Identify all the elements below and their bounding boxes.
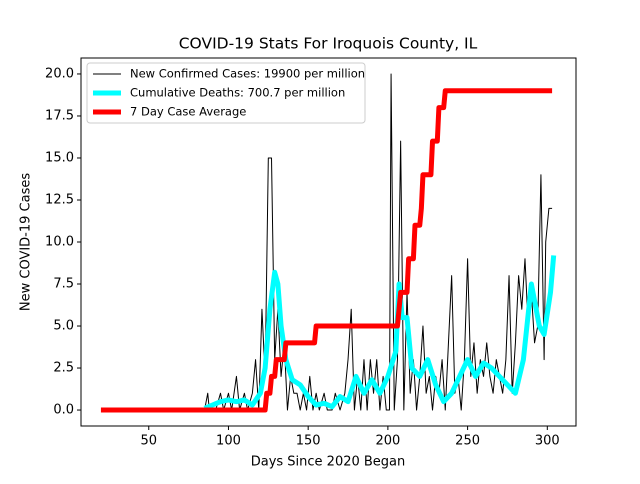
- x-tick-label: 150: [296, 434, 321, 449]
- x-tick-label: 250: [455, 434, 480, 449]
- chart-title: COVID-19 Stats For Iroquois County, IL: [179, 35, 478, 53]
- legend-box: [86, 62, 366, 124]
- legend: New Confirmed Cases: 19900 per million Cu…: [86, 62, 366, 124]
- y-tick-label: 17.5: [45, 108, 74, 123]
- y-tick-label: 15.0: [45, 150, 74, 165]
- x-tick-label: 50: [140, 434, 157, 449]
- y-tick-label: 2.5: [53, 361, 74, 376]
- legend-label: Cumulative Deaths: 700.7 per million: [130, 86, 345, 100]
- x-axis-label: Days Since 2020 Began: [251, 455, 406, 470]
- y-tick-label: 0.0: [53, 403, 74, 418]
- series-line: [100, 88, 553, 413]
- x-tick-label: 200: [375, 434, 400, 449]
- series-line: [203, 255, 557, 411]
- legend-label: 7 Day Case Average: [130, 105, 246, 119]
- y-tick-label: 5.0: [53, 319, 74, 334]
- y-axis-label: New COVID-19 Cases: [19, 173, 34, 311]
- series-line: [204, 73, 553, 411]
- y-tick-label: 12.5: [45, 192, 74, 207]
- y-tick-label: 7.5: [53, 277, 74, 292]
- x-tick-label: 100: [216, 434, 241, 449]
- y-tick-label: 10.0: [45, 235, 74, 250]
- x-tick-label: 300: [535, 434, 560, 449]
- y-tick-label: 20.0: [45, 66, 74, 81]
- legend-label: New Confirmed Cases: 19900 per million: [130, 67, 365, 81]
- plot-frame: [80, 57, 577, 427]
